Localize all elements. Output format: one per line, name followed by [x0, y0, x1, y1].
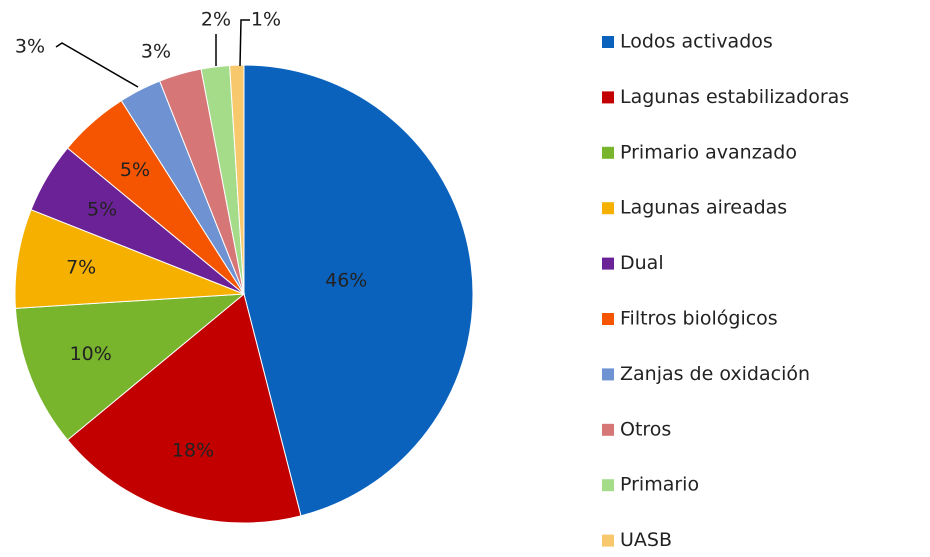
- legend-swatch: [602, 423, 614, 436]
- legend-swatch: [602, 368, 614, 381]
- legend-swatch: [602, 202, 614, 215]
- data-label: 5%: [120, 159, 150, 181]
- legend-label: Primario: [620, 474, 699, 496]
- legend-swatch: [602, 479, 614, 492]
- pie-slice: [66, 293, 302, 524]
- legend-label: Dual: [620, 252, 664, 274]
- data-label: 3%: [141, 41, 171, 63]
- legend-label: Lagunas estabilizadoras: [620, 86, 849, 108]
- legend-swatch: [602, 91, 614, 104]
- data-label: 46%: [325, 270, 367, 292]
- pie-slice: [243, 64, 474, 517]
- legend-label: Otros: [620, 418, 671, 440]
- data-label: 1%: [251, 9, 281, 31]
- legend-swatch: [602, 36, 614, 48]
- data-label: 18%: [172, 439, 214, 461]
- leader-line: [239, 19, 250, 67]
- data-label: 7%: [66, 257, 96, 279]
- legend-label: Lagunas aireadas: [620, 197, 787, 219]
- legend-label: Primario avanzado: [620, 141, 797, 163]
- legend-label: Filtros biológicos: [620, 308, 778, 330]
- legend-label: Zanjas de oxidación: [620, 363, 810, 385]
- pie-slice: [229, 64, 245, 295]
- data-label: 5%: [87, 199, 117, 221]
- leader-line: [55, 42, 139, 88]
- legend-swatch: [602, 534, 614, 547]
- data-label: 3%: [15, 36, 45, 58]
- legend-swatch: [602, 257, 614, 270]
- legend-label: UASB: [620, 529, 672, 551]
- data-label: 2%: [201, 9, 231, 31]
- pie-slice: [14, 293, 246, 441]
- legend-swatch: [602, 146, 614, 159]
- legend-label: Lodos activados: [620, 31, 773, 53]
- legend-swatch: [602, 313, 614, 325]
- data-label: 10%: [70, 343, 112, 365]
